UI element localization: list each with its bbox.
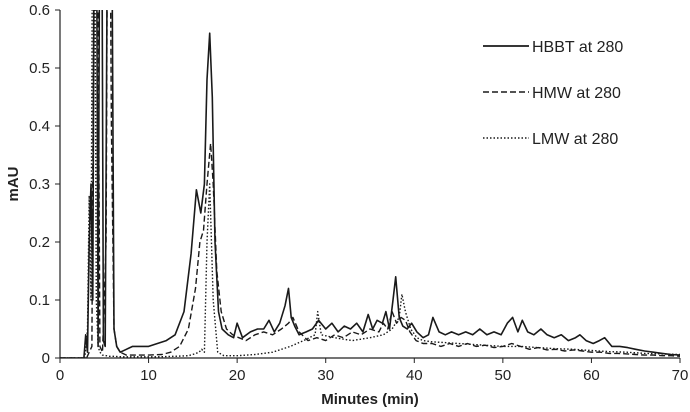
x-tick-label: 0 — [56, 367, 64, 384]
x-ticks: 0 10 20 30 40 50 60 70 — [56, 358, 689, 384]
series-line-dotted — [60, 10, 680, 358]
x-tick-label: 20 — [229, 367, 246, 384]
x-tick-label: 70 — [672, 367, 689, 384]
y-tick-label: 0.2 — [29, 234, 50, 251]
legend-label: HMW at 280 — [532, 85, 621, 102]
x-tick-label: 40 — [406, 367, 423, 384]
y-tick-label: 0.1 — [29, 292, 50, 309]
y-tick-label: 0.3 — [29, 176, 50, 193]
axes — [59, 10, 680, 359]
x-tick-label: 30 — [317, 367, 334, 384]
x-tick-label: 10 — [140, 367, 157, 384]
y-tick-label: 0.4 — [29, 118, 50, 135]
y-tick-label: 0.6 — [29, 2, 50, 19]
y-tick-label: 0 — [42, 350, 50, 367]
x-tick-label: 50 — [495, 367, 512, 384]
legend-label: HBBT at 280 — [532, 39, 623, 56]
plot-lines — [60, 10, 680, 358]
y-tick-label: 0.5 — [29, 60, 50, 77]
y-ticks: 0 0.1 0.2 0.3 0.4 0.5 0.6 — [29, 2, 60, 367]
legend: HBBT at 280 HMW at 280 LMW at 280 — [483, 39, 623, 148]
series-line-solid — [60, 10, 680, 358]
y-axis-title: mAU — [5, 166, 22, 201]
series-line-dashed — [60, 10, 680, 358]
x-axis-title: Minutes (min) — [321, 391, 419, 408]
x-tick-label: 60 — [583, 367, 600, 384]
legend-label: LMW at 280 — [532, 131, 618, 148]
